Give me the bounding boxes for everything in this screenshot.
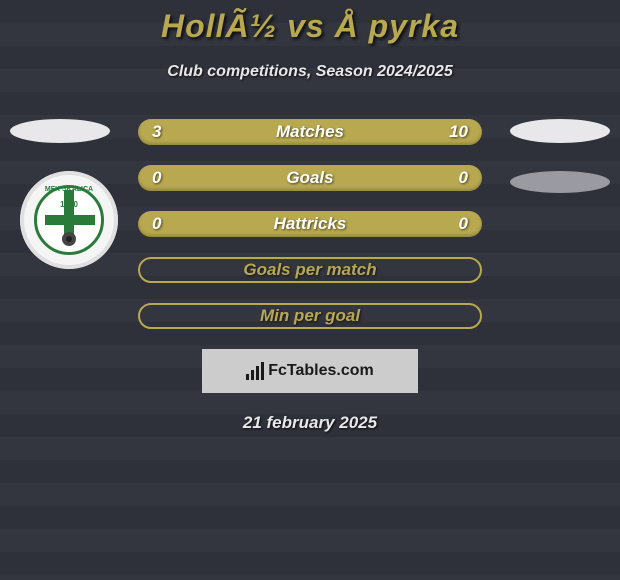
badge-cross-horizontal	[45, 215, 95, 225]
stat-row-matches: 3 Matches 10	[138, 119, 482, 145]
page-title: HollÃ½ vs Å pyrka	[0, 8, 620, 45]
stat-row-hattricks: 0 Hattricks 0	[138, 211, 482, 237]
stat-row-goals: 0 Goals 0	[138, 165, 482, 191]
badge-ball-icon	[62, 232, 76, 246]
stat-label: Goals per match	[243, 260, 376, 280]
stat-label: Min per goal	[260, 306, 360, 326]
stat-right-value: 10	[449, 122, 468, 142]
stat-label: Matches	[276, 122, 344, 142]
stat-left-value: 3	[152, 122, 161, 142]
stat-label: Goals	[286, 168, 333, 188]
stat-rows: 3 Matches 10 0 Goals 0 0 Hattricks 0 Goa…	[138, 119, 482, 329]
fctables-bars-icon	[246, 362, 264, 380]
stat-row-goals-per-match: Goals per match	[138, 257, 482, 283]
player-badge-left	[10, 119, 110, 143]
fctables-text: FcTables.com	[268, 362, 374, 380]
fctables-attribution: FcTables.com	[202, 349, 418, 393]
stat-row-min-per-goal: Min per goal	[138, 303, 482, 329]
player-badge-right-2	[510, 171, 610, 193]
club-badge: MFK SKALICA 1920	[20, 171, 118, 269]
stat-right-value: 0	[459, 168, 468, 188]
stat-left-value: 0	[152, 168, 161, 188]
bar	[261, 362, 264, 380]
bar	[251, 370, 254, 380]
bar	[246, 374, 249, 380]
bar	[256, 366, 259, 380]
date-text: 21 february 2025	[10, 413, 610, 433]
stats-area: MFK SKALICA 1920 3 Matches 10 0 Goals 0 …	[0, 119, 620, 433]
main-content: HollÃ½ vs Å pyrka Club competitions, Sea…	[0, 0, 620, 433]
club-badge-inner: MFK SKALICA 1920	[34, 185, 104, 255]
stat-label: Hattricks	[274, 214, 347, 234]
stat-left-value: 0	[152, 214, 161, 234]
player-badge-right	[510, 119, 610, 143]
subtitle: Club competitions, Season 2024/2025	[0, 63, 620, 81]
stat-right-value: 0	[459, 214, 468, 234]
fctables-logo: FcTables.com	[246, 362, 374, 380]
